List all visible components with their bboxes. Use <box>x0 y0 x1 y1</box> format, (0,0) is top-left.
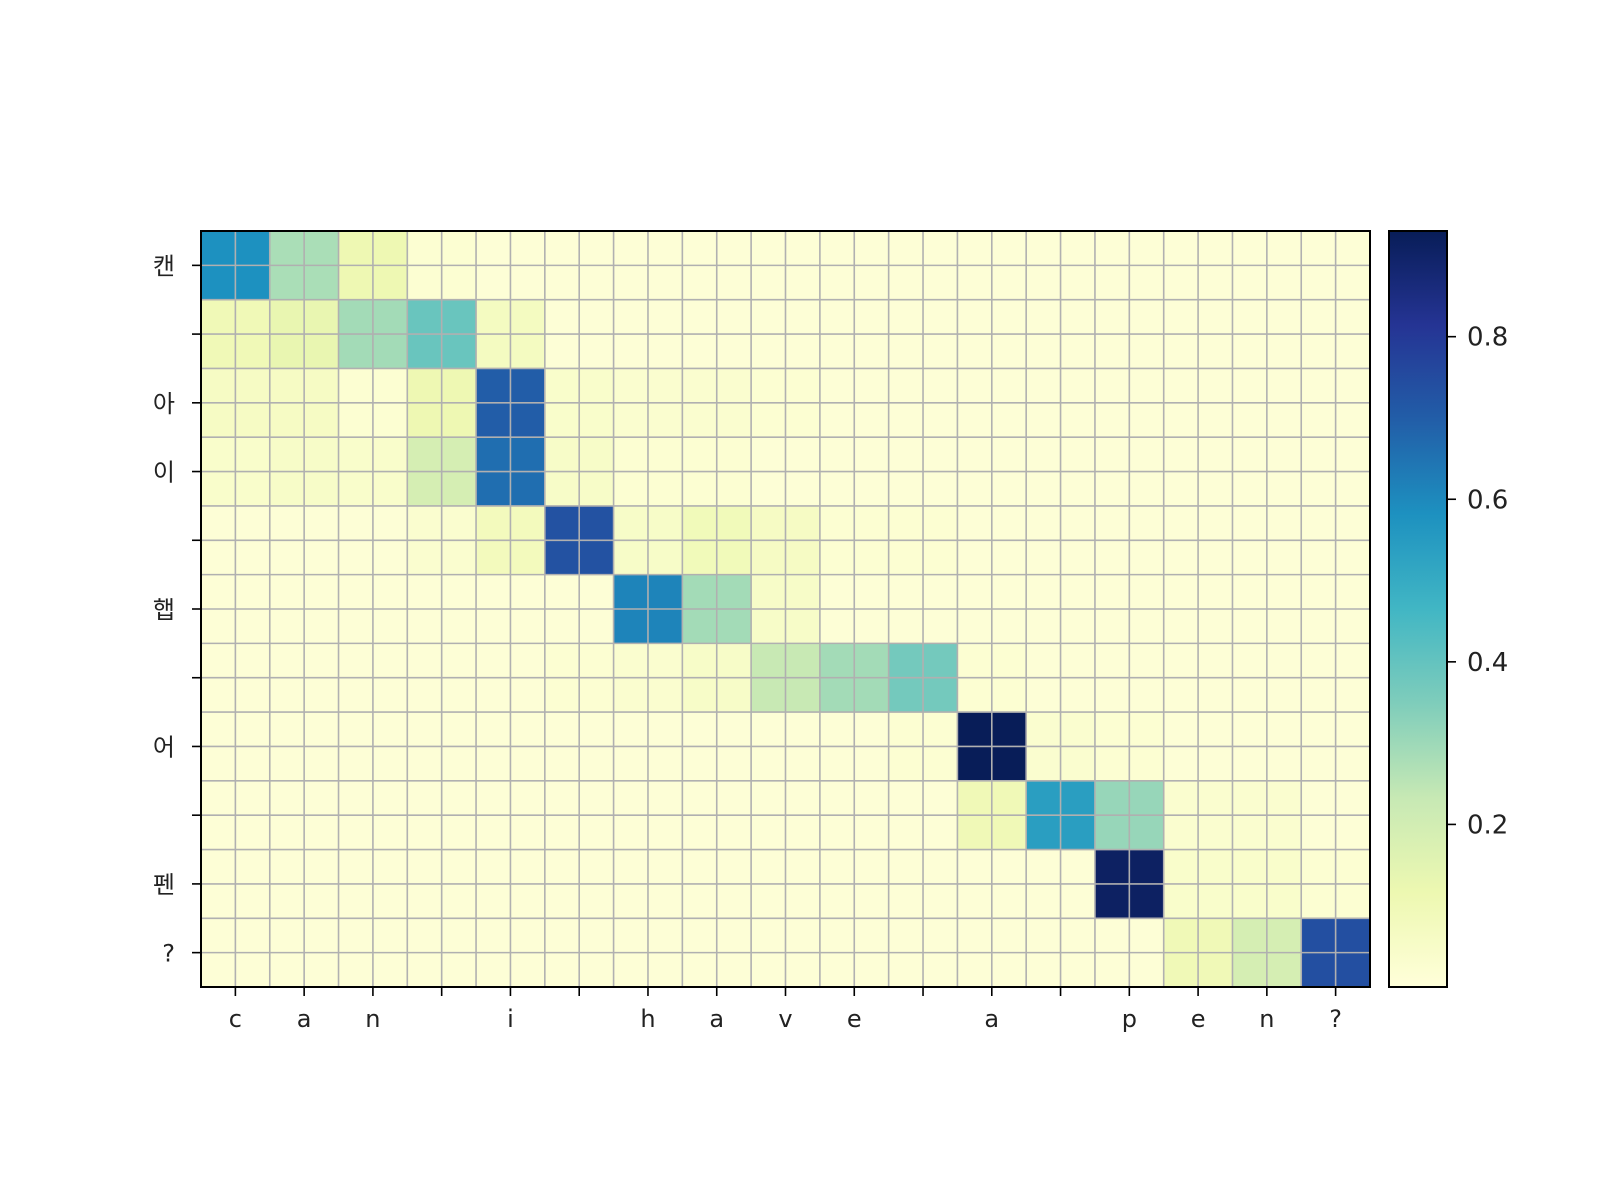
x-tick-label: a <box>709 1005 724 1033</box>
x-tick-label: h <box>640 1005 655 1033</box>
colorbar-tick-label: 0.8 <box>1467 323 1508 353</box>
y-tick-label: 아 <box>153 390 175 418</box>
heatmap-grid <box>200 230 1371 988</box>
x-tick-label: i <box>507 1005 514 1033</box>
x-tick-label: e <box>1191 1005 1206 1033</box>
colorbar <box>1388 230 1448 988</box>
y-tick-label: 햅 <box>153 596 175 624</box>
x-tick-label: a <box>984 1005 999 1033</box>
colorbar-ticks: 0.2 0.4 0.6 0.8 <box>1447 323 1508 840</box>
y-tick-label: 펜 <box>153 871 175 899</box>
y-tick-label: 어 <box>153 733 175 761</box>
x-tick-label: p <box>1122 1005 1137 1033</box>
colorbar-tick-label: 0.4 <box>1467 648 1508 678</box>
x-tick-label: a <box>297 1005 312 1033</box>
x-tick-label: e <box>847 1005 862 1033</box>
y-tick-label: 캔 <box>153 252 175 280</box>
x-tick-label: n <box>365 1005 380 1033</box>
x-tick-label: c <box>229 1005 242 1033</box>
x-tick-label: n <box>1259 1005 1274 1033</box>
x-tick-label: v <box>778 1005 792 1033</box>
y-tick-label: ? <box>162 940 175 968</box>
colorbar-tick-label: 0.6 <box>1467 485 1508 515</box>
x-axis-ticks: c a n i h a v e a p e n? <box>229 987 1342 1033</box>
colorbar-tick-label: 0.2 <box>1467 810 1508 840</box>
x-tick-label: ? <box>1329 1005 1342 1033</box>
y-tick-label: 이 <box>153 459 175 487</box>
